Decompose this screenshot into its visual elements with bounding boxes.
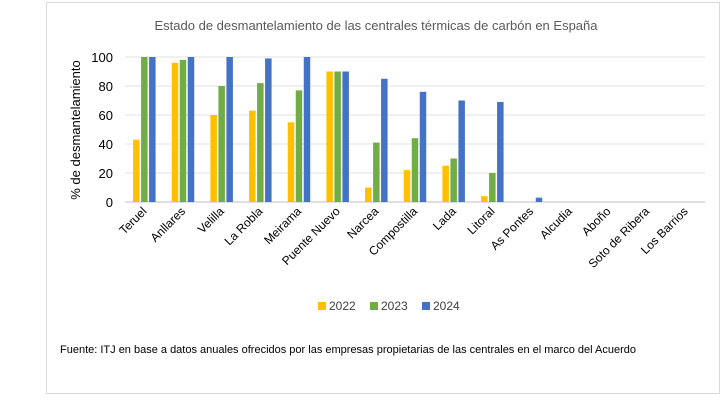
y-axis-title: % de desmantelamiento	[68, 60, 83, 199]
bar-2022-8	[442, 165, 449, 202]
bar-2022-6	[365, 187, 372, 202]
chart-frame	[46, 2, 720, 394]
bar-2022-0	[133, 139, 140, 202]
bar-2024-10	[535, 197, 543, 202]
bar-2022-9	[481, 196, 488, 202]
bar-2024-6	[381, 78, 388, 202]
bar-2022-3	[249, 110, 256, 202]
bar-2024-3	[265, 58, 272, 203]
y-tick-label-60: 60	[99, 108, 113, 123]
x-tick-label-11: Alcudia	[537, 204, 575, 242]
bar-2024-4	[303, 57, 311, 202]
bar-2023-8	[450, 158, 457, 202]
x-tick-label-6: Narcea	[344, 204, 381, 241]
chart-title: Estado de desmantelamiento de las centra…	[155, 18, 599, 33]
y-tick-label-100: 100	[91, 50, 113, 65]
bar-2024-5	[342, 71, 349, 202]
bar-2023-3	[257, 83, 264, 202]
bar-2022-5	[326, 71, 333, 202]
bar-2023-6	[373, 142, 380, 202]
bar-2023-9	[489, 173, 496, 202]
x-tick-label-3: La Robla	[222, 204, 266, 248]
x-tick-label-9: Litoral	[464, 204, 497, 237]
y-tick-label-80: 80	[99, 79, 113, 94]
bar-2023-1	[179, 59, 187, 203]
source-note: Fuente: ITJ en base a datos anuales ofre…	[60, 344, 636, 356]
bar-2024-7	[419, 91, 427, 202]
y-tick-label-40: 40	[99, 137, 113, 152]
x-tick-label-8: Lada	[430, 204, 459, 233]
bar-2024-2	[226, 57, 233, 202]
x-tick-label-0: Teruel	[116, 204, 149, 237]
bar-2023-2	[218, 86, 225, 202]
bar-2024-1	[187, 57, 195, 202]
bar-2022-7	[403, 170, 411, 202]
x-tick-label-12: Aboño	[579, 204, 614, 239]
bar-2023-0	[141, 57, 148, 202]
bar-2024-0	[149, 57, 156, 202]
x-tick-label-1: Anllares	[148, 204, 189, 245]
legend-swatch-2022	[318, 302, 326, 310]
x-tick-label-2: Velilla	[195, 204, 227, 236]
y-tick-labels: 0 20 40 60 80 100	[91, 50, 113, 210]
bar-2023-7	[411, 138, 419, 202]
bar-2024-8	[458, 100, 465, 202]
legend-label-2023: 2023	[381, 299, 408, 313]
bar-2022-4	[287, 122, 295, 202]
bar-2022-2	[210, 115, 217, 202]
bar-2022-1	[171, 62, 179, 202]
bar-2023-5	[334, 71, 341, 202]
legend-label-2022: 2022	[329, 299, 356, 313]
bar-2023-4	[295, 90, 303, 202]
legend-swatch-2024	[422, 302, 430, 310]
y-tick-label-0: 0	[106, 195, 113, 210]
bar-2024-9	[497, 101, 504, 202]
legend: 2022 2023 2024	[318, 299, 460, 313]
legend-label-2024: 2024	[433, 299, 460, 313]
legend-swatch-2023	[370, 302, 378, 310]
bars	[133, 57, 543, 203]
y-tick-label-20: 20	[99, 166, 113, 181]
